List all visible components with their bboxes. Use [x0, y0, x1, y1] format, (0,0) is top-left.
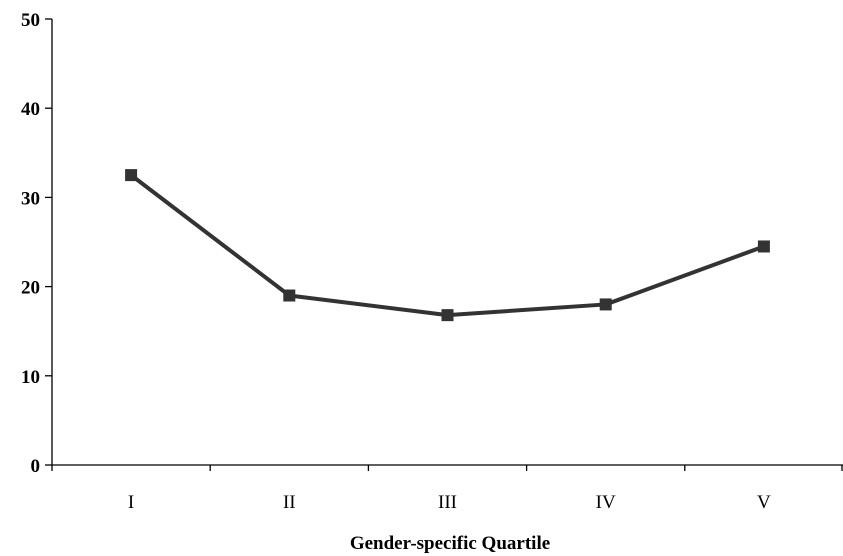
y-tick-label: 20	[21, 278, 40, 299]
y-tick-label: 0	[31, 456, 41, 477]
data-point-marker	[441, 309, 454, 322]
y-tick-label: 50	[21, 10, 40, 31]
data-point-marker	[125, 169, 138, 182]
x-axis-title: Gender-specific Quartile	[350, 533, 550, 554]
x-tick-label: III	[438, 492, 457, 513]
x-tick-label: IV	[596, 492, 616, 513]
data-point-marker	[599, 298, 612, 311]
data-point-marker	[283, 289, 296, 302]
data-point-marker	[757, 240, 770, 253]
x-tick-label: II	[283, 492, 296, 513]
x-tick-label: I	[128, 492, 134, 513]
series-layer	[125, 169, 770, 322]
y-axis: 0 10 20 30 40 50	[21, 10, 53, 477]
x-tick-label: V	[757, 492, 771, 513]
y-tick-label: 10	[21, 367, 40, 388]
y-tick-label: 40	[21, 99, 40, 120]
series-line	[129, 173, 765, 318]
x-axis: I II III IV V	[51, 464, 843, 513]
y-tick-label: 30	[21, 188, 40, 209]
